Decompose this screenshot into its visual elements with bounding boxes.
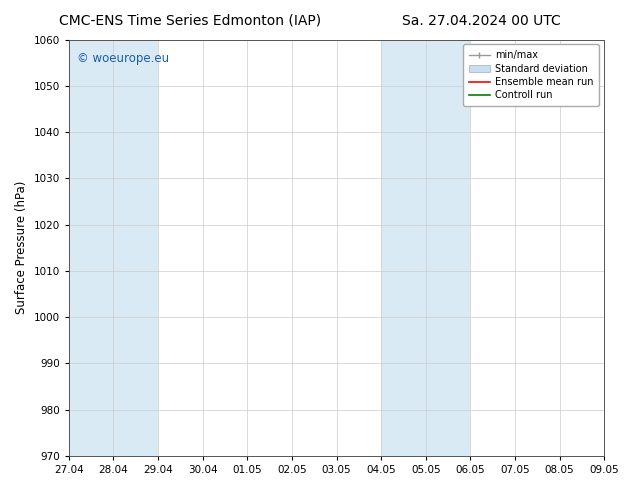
Bar [69, 40, 158, 456]
Bar [381, 40, 470, 456]
Text: Sa. 27.04.2024 00 UTC: Sa. 27.04.2024 00 UTC [403, 14, 561, 28]
Legend: min/max, Standard deviation, Ensemble mean run, Controll run: min/max, Standard deviation, Ensemble me… [463, 45, 599, 106]
Text: © woeurope.eu: © woeurope.eu [77, 52, 169, 65]
Text: CMC-ENS Time Series Edmonton (IAP): CMC-ENS Time Series Edmonton (IAP) [59, 14, 321, 28]
Y-axis label: Surface Pressure (hPa): Surface Pressure (hPa) [15, 181, 28, 315]
